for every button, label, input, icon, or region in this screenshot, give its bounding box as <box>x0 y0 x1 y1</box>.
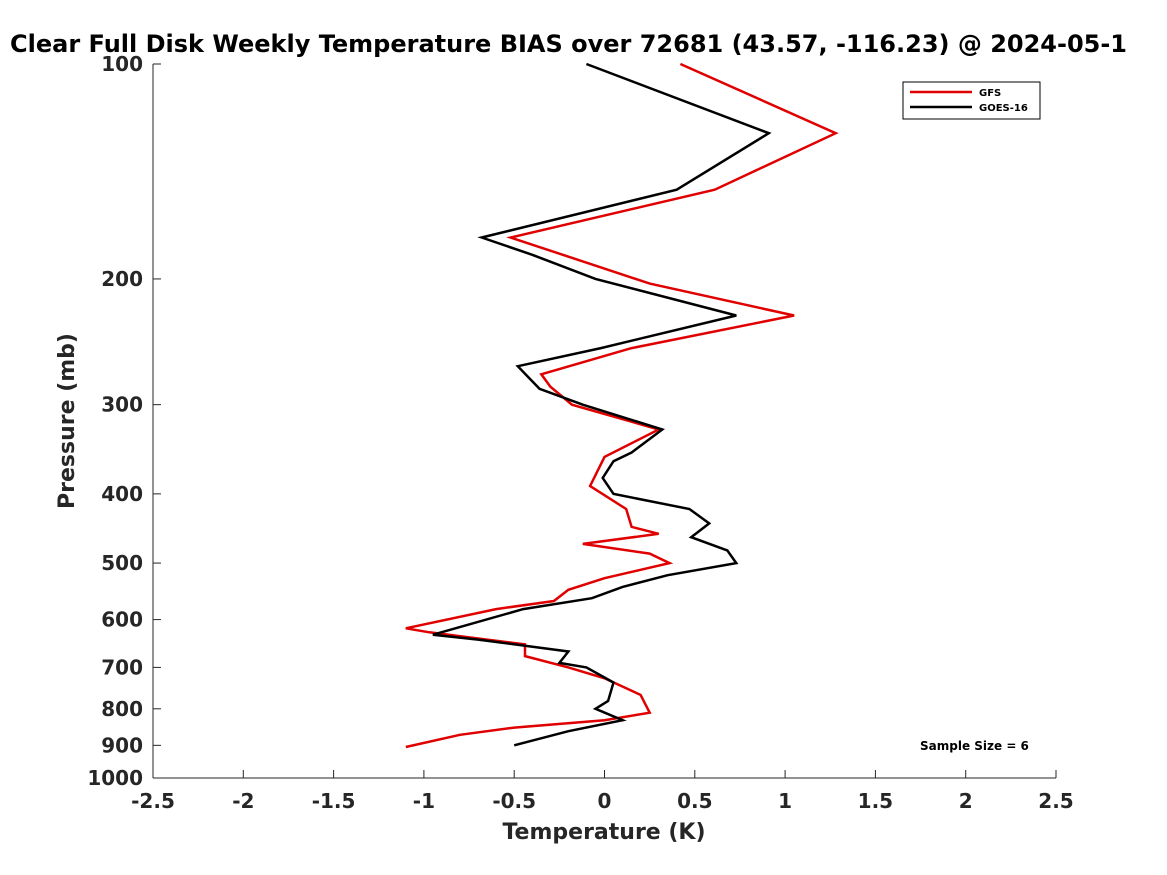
x-tick-label: -1 <box>413 789 435 813</box>
x-tick-label: -0.5 <box>492 789 536 813</box>
chart-title: Clear Full Disk Weekly Temperature BIAS … <box>10 30 1127 58</box>
y-tick-label: 200 <box>101 267 143 291</box>
x-tick-label: 1 <box>778 789 792 813</box>
series-layer <box>405 62 839 749</box>
legend-box <box>902 81 1041 120</box>
y-tick-label: 900 <box>101 733 143 757</box>
y-axis-ticks: 100 200 300 400 500 600 700 800 900 1000 <box>87 52 161 790</box>
sample-size-annotation: Sample Size = 6 <box>920 739 1029 753</box>
legend-label-gfs: GFS <box>979 88 1001 99</box>
x-axis-label: Temperature (K) <box>502 820 705 845</box>
x-axis-ticks: -2.5 -2 -1.5 -1 -0.5 0 0.5 1 1.5 2 2.5 <box>131 770 1074 813</box>
legend-label-goes16: GOES-16 <box>979 103 1028 114</box>
x-tick-label: 2 <box>959 789 973 813</box>
y-tick-label: 500 <box>101 551 143 575</box>
x-tick-label: -2.5 <box>131 789 175 813</box>
y-axis-label: Pressure (mb) <box>55 333 80 509</box>
legend: GFS GOES-16 <box>902 81 1041 120</box>
x-tick-label: 0 <box>598 789 612 813</box>
x-tick-label: 0.5 <box>677 789 712 813</box>
plot-area <box>153 64 1056 778</box>
x-tick-label: -1.5 <box>312 789 356 813</box>
x-tick-label: 1.5 <box>858 789 893 813</box>
y-tick-label: 300 <box>101 393 143 417</box>
y-tick-label: 600 <box>101 608 143 632</box>
y-tick-label: 400 <box>101 482 143 506</box>
y-tick-label: 1000 <box>87 766 143 790</box>
series-line-goes16 <box>432 62 772 747</box>
x-tick-label: -2 <box>232 789 254 813</box>
y-tick-label: 700 <box>101 655 143 679</box>
series-line-gfs <box>405 62 839 749</box>
y-tick-label: 800 <box>101 697 143 721</box>
y-tick-label: 100 <box>101 52 143 76</box>
x-tick-label: 2.5 <box>1038 789 1073 813</box>
